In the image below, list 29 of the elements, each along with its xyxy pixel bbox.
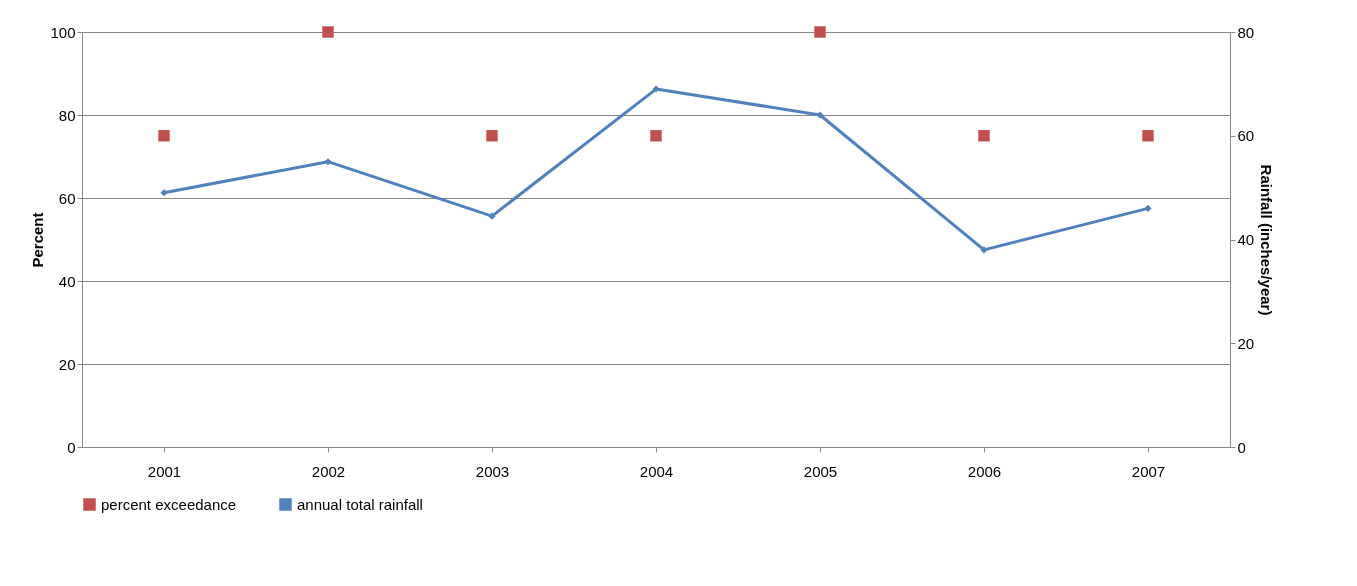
- y2-tick-label: 80: [1237, 23, 1255, 41]
- y2-tick-label: 20: [1237, 334, 1255, 352]
- y-tick-label: 40: [58, 272, 76, 290]
- x-tick-label: 2004: [639, 462, 674, 480]
- point: [160, 189, 168, 197]
- y-tick-label: 80: [58, 106, 76, 124]
- x-tick-label: 2006: [967, 462, 1002, 480]
- legend-label: percent exceedance: [101, 495, 237, 513]
- y-axis-title: Percent: [29, 212, 47, 268]
- point: [1144, 204, 1152, 212]
- x-tick-label: 2001: [147, 462, 182, 480]
- legend-label: annual total rainfall: [297, 495, 423, 513]
- point: [324, 158, 332, 166]
- y-tick-label: 20: [58, 355, 76, 373]
- y2-tick-label: 40: [1237, 231, 1255, 248]
- x-tick-label: 2003: [475, 462, 510, 480]
- y2-axis-title: Rainfall (inches/year): [1258, 164, 1276, 316]
- point: [980, 246, 988, 254]
- y2-tick-label: 60: [1237, 127, 1255, 145]
- x-tick-label: 2002: [311, 462, 346, 480]
- y-tick-label: 0: [67, 438, 76, 456]
- y2-tick-label: 0: [1237, 438, 1246, 456]
- point: [652, 85, 660, 93]
- point: [488, 212, 496, 220]
- y-tick-label: 100: [50, 23, 76, 41]
- x-tick-label: 2005: [803, 462, 838, 480]
- point: [816, 111, 824, 119]
- y-tick-label: 60: [58, 189, 76, 207]
- x-tick-label: 2007: [1131, 462, 1166, 480]
